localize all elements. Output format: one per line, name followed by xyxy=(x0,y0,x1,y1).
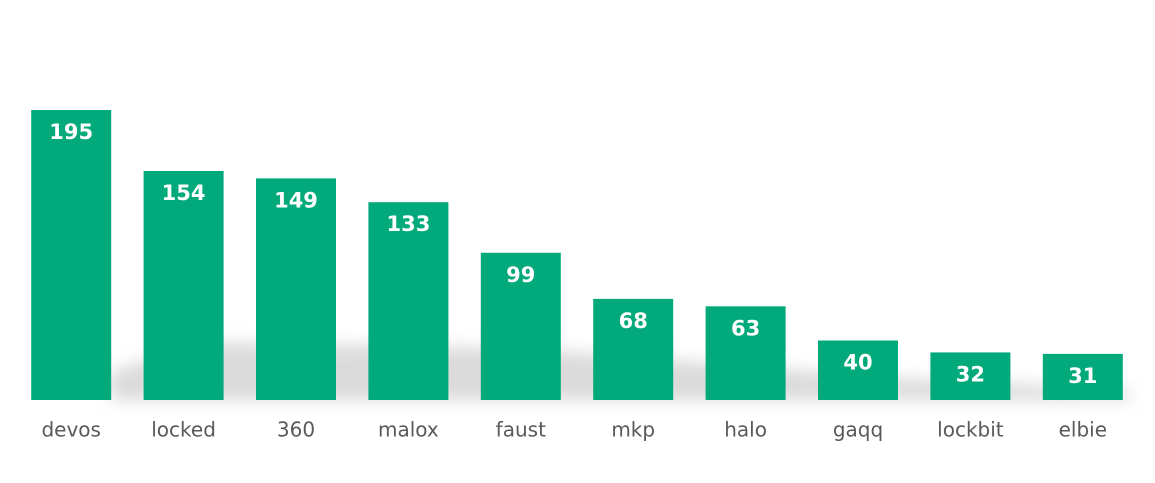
x-tick-label: locked xyxy=(151,418,216,442)
data-label: 133 xyxy=(386,212,430,236)
bar xyxy=(368,202,449,400)
x-tick-label: malox xyxy=(378,418,439,442)
bar xyxy=(930,352,1011,400)
data-label: 63 xyxy=(731,316,760,340)
data-label: 40 xyxy=(843,351,872,375)
bar xyxy=(818,340,898,400)
data-label: 32 xyxy=(956,362,985,386)
x-tick-label: halo xyxy=(724,418,767,442)
bar xyxy=(1042,353,1123,400)
bar xyxy=(593,298,674,400)
data-label: 31 xyxy=(1068,364,1097,388)
x-tick-label: devos xyxy=(41,418,101,442)
data-label: 68 xyxy=(619,309,648,333)
x-tick-label: faust xyxy=(496,418,546,442)
x-tick-label: lockbit xyxy=(937,418,1004,442)
bar xyxy=(31,110,112,400)
data-label: 149 xyxy=(274,188,318,212)
x-tick-label: elbie xyxy=(1059,418,1107,442)
bar xyxy=(480,252,561,400)
bar xyxy=(143,170,224,400)
x-tick-label: 360 xyxy=(277,418,315,442)
bar xyxy=(256,178,336,400)
bar xyxy=(705,306,786,400)
data-label: 99 xyxy=(506,263,535,287)
data-label: 195 xyxy=(49,120,93,144)
x-tick-label: mkp xyxy=(611,418,655,442)
data-label: 154 xyxy=(162,181,206,205)
x-tick-label: gaqq xyxy=(833,418,883,442)
